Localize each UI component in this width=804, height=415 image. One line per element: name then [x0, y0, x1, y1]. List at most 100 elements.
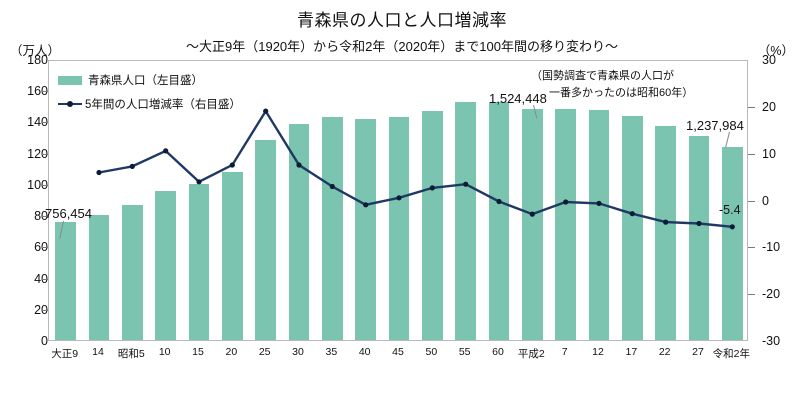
- annotation-peak-note-line1: （国勢調査で青森県の人口が: [531, 70, 674, 82]
- plot-area: [48, 60, 748, 341]
- rate-line: [98, 108, 733, 228]
- left-tick-mark: [42, 309, 48, 311]
- legend-item-rate: 5年間の人口増減率（右目盛）: [58, 94, 241, 114]
- bar-swatch-icon: [58, 75, 82, 85]
- rate-point: [729, 224, 735, 230]
- rate-point: [363, 202, 369, 208]
- right-tick-mark: [748, 106, 755, 108]
- x-tick-label-40: 40: [358, 346, 371, 358]
- annotation-peak-value: 1,524,448: [489, 91, 547, 106]
- bar-27: [688, 135, 710, 340]
- right-tick-mark: [748, 153, 755, 155]
- rate-point: [663, 219, 669, 225]
- left-tick-label-60: 60: [34, 240, 48, 255]
- x-tick-label-45: 45: [392, 346, 404, 358]
- left-tick-mark: [42, 184, 48, 186]
- rate-point: [263, 108, 269, 114]
- left-tick-mark: [42, 91, 48, 93]
- bar-14: [88, 214, 110, 340]
- rate-point: [529, 211, 535, 217]
- annotation-last-value: 1,237,984: [686, 118, 744, 133]
- left-tick-label-140: 140: [27, 115, 48, 130]
- bar-15: [188, 184, 210, 340]
- left-tick-label-0: 0: [41, 334, 48, 348]
- rate-point: [96, 169, 102, 176]
- right-tick-label--30: -30: [762, 334, 781, 348]
- left-tick-label-20: 20: [34, 302, 48, 317]
- right-tick-label--10: -10: [762, 240, 781, 255]
- left-tick-mark: [42, 278, 48, 280]
- legend: 青森県人口（左目盛） 5年間の人口増減率（右目盛）: [58, 70, 241, 118]
- annotation-peak-note-line2: 一番多かったのは昭和60年）: [549, 87, 694, 99]
- bars-layer: [49, 61, 747, 340]
- rate-point: [629, 211, 635, 217]
- x-tick-label-27: 27: [692, 346, 704, 358]
- bar-20: [222, 172, 243, 340]
- rate-point: [496, 198, 502, 205]
- right-tick-label-0: 0: [762, 193, 769, 208]
- left-tick-mark: [42, 153, 48, 155]
- left-tick-mark: [42, 216, 48, 218]
- bar-7: [555, 108, 576, 340]
- x-tick-label-60: 60: [492, 346, 504, 358]
- bar-25: [255, 139, 276, 340]
- rate-line-chart: [96, 108, 735, 230]
- left-tick-label-100: 100: [27, 177, 48, 192]
- bar-50: [422, 110, 443, 340]
- rate-point: [229, 162, 235, 168]
- right-axis-unit-label: （%）: [757, 44, 794, 58]
- left-tick-label-180: 180: [27, 53, 48, 67]
- x-tick-label-昭和5: 昭和5: [117, 348, 145, 360]
- x-tick-label-22: 22: [658, 346, 671, 358]
- x-tick-label-7: 7: [561, 346, 568, 358]
- annotation-last-rate: -5.4: [719, 203, 741, 217]
- bar-昭和5: [122, 205, 143, 340]
- rate-point: [429, 185, 435, 191]
- x-tick-label-20: 20: [225, 346, 238, 358]
- bar-令和2年: [722, 146, 743, 340]
- x-tick-label-50: 50: [425, 346, 438, 358]
- right-tick-mark: [748, 294, 755, 296]
- annotation-peak-note: （国勢調査で青森県の人口が 一番多かったのは昭和60年）: [531, 68, 693, 102]
- line-layer: [49, 61, 747, 340]
- rate-point: [196, 179, 202, 185]
- left-tick-label-40: 40: [34, 271, 48, 286]
- rate-point: [396, 195, 402, 201]
- bar-10: [155, 190, 176, 340]
- bar-35: [322, 117, 343, 340]
- chart-subtitle: ～大正9年（1920年）から令和2年（2020年）まで100年間の移り変わり～: [186, 39, 618, 54]
- bar-60: [488, 102, 510, 340]
- bar-大正9: [55, 221, 76, 340]
- bar-45: [388, 117, 410, 340]
- x-tick-label-12: 12: [592, 346, 604, 358]
- legend-item-population: 青森県人口（左目盛）: [58, 70, 241, 90]
- rate-point: [129, 163, 135, 169]
- left-tick-label-80: 80: [34, 209, 48, 224]
- line-swatch-icon: [58, 99, 82, 109]
- x-tick-label-30: 30: [292, 346, 304, 358]
- x-tick-label-55: 55: [458, 346, 471, 358]
- x-tick-label-令和2年: 令和2年: [712, 348, 750, 360]
- x-tick-label-平成2: 平成2: [517, 348, 545, 360]
- bar-12: [588, 109, 610, 340]
- page-title: 青森県の人口と人口増減率: [297, 11, 507, 30]
- right-tick-label-10: 10: [762, 146, 776, 161]
- x-tick-label-10: 10: [158, 346, 171, 358]
- rate-point: [596, 200, 602, 206]
- right-tick-label--20: -20: [762, 287, 781, 302]
- annotation-first-value: 756,454: [45, 206, 92, 221]
- rate-point: [296, 162, 302, 168]
- left-tick-mark: [42, 122, 48, 124]
- left-tick-mark: [42, 247, 48, 249]
- rate-point: [563, 199, 569, 205]
- left-tick-label-160: 160: [27, 84, 48, 99]
- bar-30: [288, 124, 310, 340]
- rate-point: [463, 181, 469, 187]
- x-tick-label-大正9: 大正9: [51, 348, 79, 360]
- bar-55: [455, 102, 476, 340]
- right-tick-mark: [748, 200, 755, 202]
- left-tick-label-120: 120: [27, 146, 48, 161]
- right-tick-label-20: 20: [762, 99, 776, 114]
- bar-22: [655, 125, 676, 340]
